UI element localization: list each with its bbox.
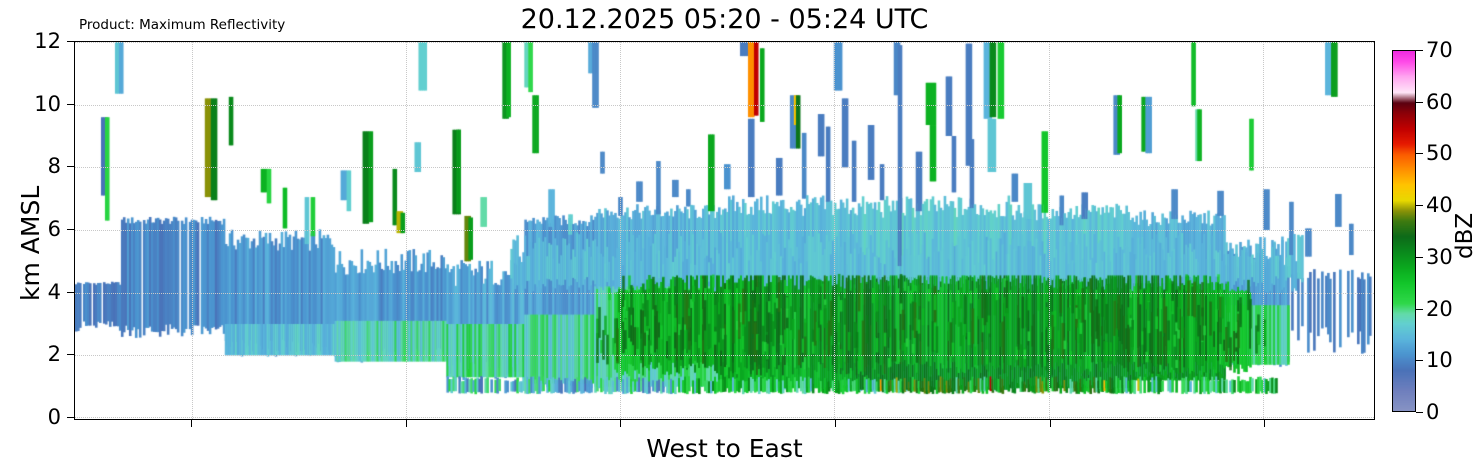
x-axis-label: West to East — [646, 434, 803, 463]
y-axis-label: km AMSL — [16, 185, 45, 301]
colorbar-tick-label: 30 — [1426, 244, 1453, 269]
y-tick — [67, 166, 74, 168]
colorbar-tick — [1416, 412, 1423, 413]
y-tick-label: 0 — [47, 405, 61, 429]
product-label: Product: Maximum Reflectivity — [79, 17, 286, 33]
page-title: 20.12.2025 05:20 - 05:24 UTC — [520, 4, 929, 35]
colorbar-tick-label: 60 — [1426, 89, 1453, 114]
y-tick — [67, 41, 74, 42]
y-tick — [67, 417, 74, 418]
colorbar-tick — [1416, 153, 1423, 155]
x-tick — [620, 420, 622, 427]
y-tick-label: 6 — [47, 217, 61, 241]
colorbar-title: dBZ — [1452, 212, 1478, 259]
y-tick — [67, 354, 74, 356]
colorbar-tick-label: 10 — [1426, 348, 1453, 373]
colorbar-tick-label: 0 — [1426, 400, 1440, 424]
y-tick-label: 2 — [47, 342, 61, 367]
reflectivity-heatmap — [75, 42, 1373, 418]
colorbar-gradient — [1393, 51, 1415, 411]
colorbar-tick — [1416, 256, 1423, 258]
y-tick-label: 4 — [47, 279, 61, 304]
colorbar-tick-label: 50 — [1426, 141, 1453, 166]
colorbar — [1392, 50, 1416, 412]
colorbar-tick — [1416, 205, 1423, 207]
x-tick — [405, 420, 407, 427]
y-tick-label: 12 — [34, 29, 61, 53]
colorbar-tick — [1416, 50, 1423, 51]
y-tick-label: 8 — [47, 154, 61, 179]
y-tick-label: 10 — [34, 91, 61, 116]
colorbar-tick — [1416, 308, 1423, 310]
plot-area — [74, 41, 1375, 420]
colorbar-tick-label: 20 — [1426, 296, 1453, 321]
colorbar-tick-label: 70 — [1426, 38, 1453, 62]
y-tick — [67, 229, 74, 230]
x-tick — [191, 420, 193, 427]
x-tick — [1264, 420, 1266, 427]
x-tick — [835, 420, 837, 427]
colorbar-tick-label: 40 — [1426, 193, 1453, 218]
y-tick — [67, 103, 74, 105]
colorbar-tick — [1416, 360, 1423, 362]
colorbar-tick — [1416, 101, 1423, 103]
x-tick — [1049, 420, 1051, 427]
y-tick — [67, 291, 74, 293]
